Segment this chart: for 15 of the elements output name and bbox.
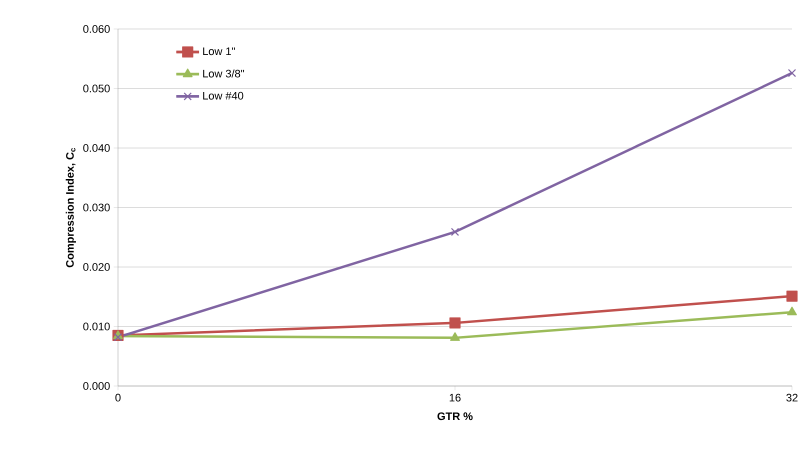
y-tick-label: 0.050	[83, 84, 110, 92]
legend-label: Low #40	[203, 92, 244, 100]
y-tick-label: 0.000	[83, 382, 110, 390]
y-axis-title: Compression Index, C$_{c}$	[66, 148, 76, 268]
x-tick-label: 16	[450, 394, 461, 402]
legend-label: Low 1"	[203, 47, 235, 56]
legend-label: Low 3/8"	[203, 69, 244, 78]
x-axis-title: GTR %	[437, 412, 473, 420]
y-tick-label: 0.020	[83, 263, 110, 271]
x-tick-label: 0	[115, 394, 121, 402]
y-tick-label: 0.010	[83, 322, 110, 330]
y-tick-label: 0.040	[83, 144, 110, 152]
x-tick-label: 32	[786, 394, 798, 402]
y-tick-label: 0.060	[83, 25, 110, 33]
y-tick-label: 0.030	[83, 204, 110, 212]
